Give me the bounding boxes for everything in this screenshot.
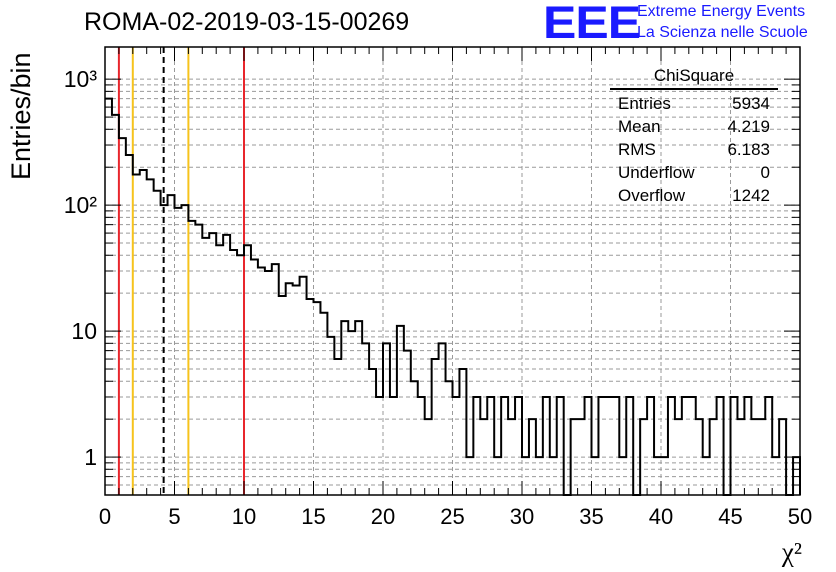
logo-tagline-1: Extreme Energy Events [637, 3, 806, 20]
stats-row-overflow: Overflow 1242 [610, 184, 778, 207]
x-tick-label: 25 [440, 504, 464, 529]
stats-value: 6.183 [727, 140, 770, 159]
stats-row-mean: Mean 4.219 [610, 115, 778, 138]
y-tick-label: 10² [64, 192, 98, 218]
x-tick-label: 40 [649, 504, 673, 529]
x-tick-label: 0 [99, 504, 111, 529]
stats-label: RMS [618, 140, 656, 159]
stats-value: 0 [760, 163, 770, 182]
stats-label: Underflow [618, 163, 695, 182]
x-tick-label: 15 [301, 504, 325, 529]
chart-title: ROMA-02-2019-03-15-00269 [84, 8, 410, 36]
eee-logo: EEE [543, 0, 641, 48]
x-tick-label: 45 [718, 504, 742, 529]
stats-label: Entries [618, 94, 671, 113]
x-tick-label: 10 [232, 504, 256, 529]
x-tick-label: 30 [510, 504, 534, 529]
stats-value: 4.219 [727, 117, 770, 136]
stats-value: 1242 [732, 186, 770, 205]
x-tick-label: 35 [579, 504, 603, 529]
stats-label: Overflow [618, 186, 686, 205]
histogram-series [105, 97, 801, 496]
x-tick-label: 20 [371, 504, 395, 529]
y-tick-label: 1 [84, 444, 97, 470]
tick-labels: 0 5 10 15 20 25 30 35 40 45 50 1 10 10² 10³ [64, 66, 812, 529]
x-axis-label: χ² [781, 537, 802, 567]
y-tick-label: 10 [71, 318, 97, 344]
x-tick-label: 50 [788, 504, 812, 529]
stats-row-underflow: Underflow 0 [610, 161, 778, 184]
logo-tagline-2: La Scienza nelle Scuole [637, 24, 808, 41]
stats-row-entries: Entries 5934 [610, 92, 778, 115]
y-tick-label: 10³ [64, 66, 98, 92]
stats-value: 5934 [732, 94, 770, 113]
stats-box: ChiSquare Entries 5934 Mean 4.219 RMS 6.… [610, 66, 778, 207]
stats-title: ChiSquare [610, 66, 778, 90]
y-axis-label: Entries/bin [6, 52, 36, 180]
stats-label: Mean [618, 117, 661, 136]
axis-ticks [104, 47, 801, 495]
grid-lines [105, 47, 800, 495]
stats-row-rms: RMS 6.183 [610, 138, 778, 161]
x-tick-label: 5 [168, 504, 180, 529]
